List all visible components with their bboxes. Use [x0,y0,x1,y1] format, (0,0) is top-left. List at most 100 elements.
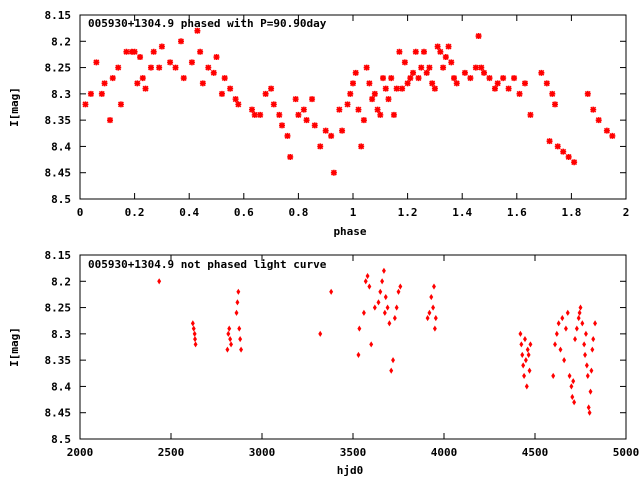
data-point [190,320,195,327]
data-point [560,315,565,322]
data-point [538,69,545,76]
data-point [192,330,197,337]
data-point [567,372,572,379]
data-point [142,85,149,92]
data-point [270,101,277,108]
data-point [381,267,386,274]
data-point [366,80,373,87]
data-point [527,367,532,374]
data-point [276,111,283,118]
y-tick-label: 8.4 [51,380,71,393]
x-axis-label: hjd0 [337,464,364,477]
data-point [371,90,378,97]
data-point [407,75,414,82]
y-tick-label: 8.15 [45,249,72,262]
data-point [374,106,381,113]
data-point [279,122,286,129]
data-point [369,96,376,103]
data-point [415,75,422,82]
data-point [427,309,432,316]
data-point [376,299,381,306]
y-tick-label: 8.4 [51,140,71,153]
data-point [546,138,553,145]
data-point [262,90,269,97]
data-point [516,90,523,97]
x-tick-label: 0.4 [179,206,199,219]
data-point [303,117,310,124]
data-point [388,75,395,82]
data-point [521,80,528,87]
data-point [609,132,616,139]
data-point [420,48,427,55]
data-point [237,325,242,332]
data-point [378,288,383,295]
data-point [300,106,307,113]
data-point [475,33,482,40]
data-points [82,27,616,176]
data-point [472,64,479,71]
data-point [571,378,576,385]
x-tick-label: 1 [350,206,357,219]
data-point [551,372,556,379]
data-point [595,117,602,124]
data-point [396,288,401,295]
y-tick-label: 8.25 [45,62,72,75]
data-point [445,43,452,50]
data-point [591,336,596,343]
data-point [363,278,368,285]
data-point [87,90,94,97]
data-point [309,96,316,103]
data-point [523,336,527,343]
data-point [156,64,163,71]
data-point [391,357,395,364]
data-point [582,341,587,348]
data-point [330,169,337,176]
data-point [437,48,444,55]
data-point [234,309,239,316]
data-point [363,64,370,71]
y-tick-label: 8.5 [51,193,71,206]
data-point [367,283,372,290]
y-tick-label: 8.35 [45,114,72,127]
chart-title: 005930+1304.9 not phased light curve [88,258,327,271]
data-point [210,69,217,76]
data-point [167,59,174,66]
data-point [412,48,419,55]
data-point [526,351,531,358]
data-point [390,111,397,118]
data-points [157,267,598,416]
data-point [494,80,501,87]
data-point [248,106,255,113]
data-point [418,64,425,71]
data-point [451,75,458,82]
data-point [336,106,343,113]
data-point [426,64,433,71]
data-point [404,80,411,87]
data-point [218,90,225,97]
data-point [432,325,437,332]
data-point [491,85,498,92]
data-point [562,357,567,364]
data-point [213,54,220,61]
data-point [180,75,187,82]
data-point [239,346,244,353]
phased-light-curve-panel: 005930+1304.9 phased with P=90.90day pha… [8,9,629,238]
data-point [394,304,399,311]
data-point [578,304,583,311]
data-point [553,341,557,348]
data-point [150,48,157,55]
data-point [401,59,408,66]
data-point [228,336,233,343]
data-point [295,111,302,118]
data-point [467,75,474,82]
data-point [357,325,362,332]
data-point [586,404,591,411]
data-point [227,85,234,92]
data-point [590,106,597,113]
data-point [571,159,578,166]
data-point [603,127,610,134]
data-point [229,341,234,348]
y-tick-label: 8.25 [45,302,72,315]
data-point [251,111,258,118]
y-tick-label: 8.3 [51,328,71,341]
